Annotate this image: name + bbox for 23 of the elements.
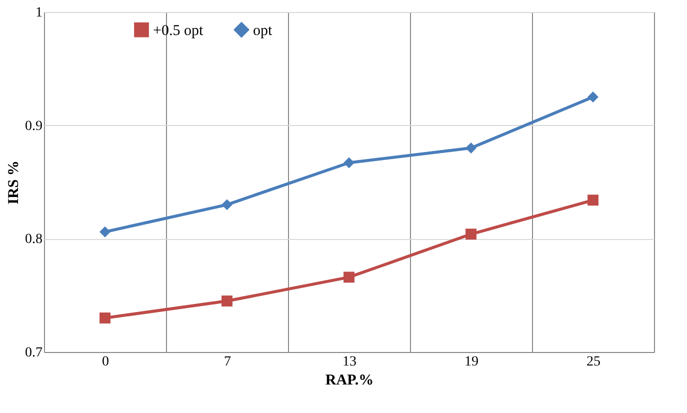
x-axis-title: RAP.%: [325, 372, 374, 388]
point: [222, 296, 232, 306]
point: [344, 272, 354, 283]
point: [100, 226, 110, 238]
point: [588, 194, 598, 206]
point: [222, 199, 232, 210]
legend-label: opt: [253, 22, 273, 39]
point: [344, 157, 354, 168]
y-axis-title: IRS %: [6, 160, 22, 204]
point: [100, 312, 110, 324]
y-tick-label: 0.9: [25, 118, 42, 134]
y-tick-label: 0.7: [25, 346, 42, 360]
x-tick-label: 7: [224, 354, 231, 370]
y-tick-label: 0.8: [25, 232, 42, 248]
x-tick-label: 19: [464, 354, 478, 370]
point: [466, 142, 476, 154]
point: [466, 228, 476, 240]
point: [588, 92, 598, 102]
y-tick-label: 1: [36, 6, 42, 20]
legend-label: +0.5 opt: [153, 22, 204, 39]
x-tick-label: 13: [342, 354, 356, 370]
x-tick-label: 25: [586, 354, 600, 370]
x-tick-label: 0: [102, 354, 109, 370]
